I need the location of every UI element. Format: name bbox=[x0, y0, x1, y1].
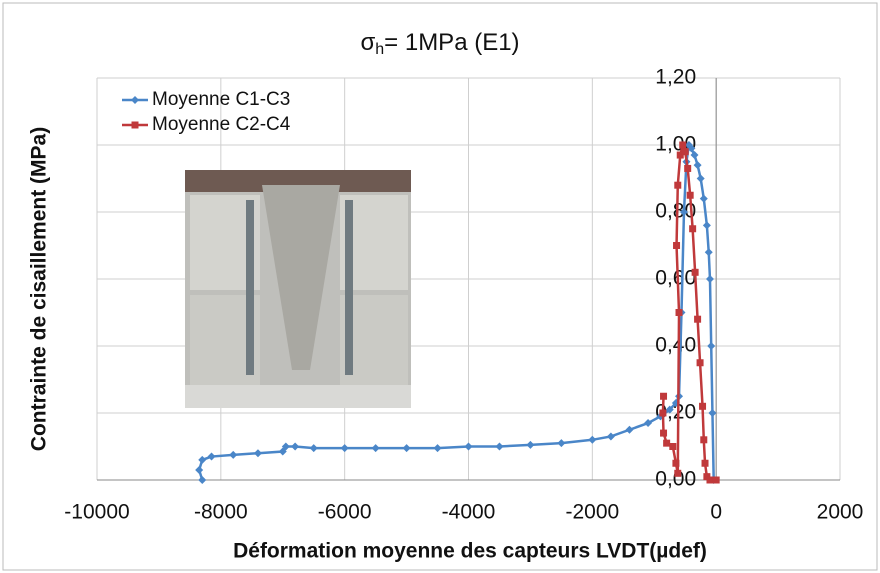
marker bbox=[557, 439, 566, 448]
marker bbox=[689, 225, 697, 233]
chart-title: σh= 1MPa (E1) bbox=[360, 29, 519, 58]
marker bbox=[696, 174, 705, 183]
marker bbox=[281, 442, 290, 451]
marker bbox=[690, 151, 699, 160]
y-tick-label: 0,00 bbox=[655, 468, 696, 491]
marker bbox=[291, 442, 300, 451]
marker bbox=[660, 392, 668, 400]
marker bbox=[660, 429, 668, 437]
y-axis-label: Contrainte de cisaillement (MPa) bbox=[28, 127, 51, 451]
y-tick-label: 0,40 bbox=[655, 334, 696, 357]
marker bbox=[674, 181, 682, 189]
marker bbox=[696, 359, 704, 367]
x-tick-label: -2000 bbox=[565, 501, 619, 524]
marker bbox=[495, 442, 504, 451]
marker bbox=[672, 459, 680, 467]
marker bbox=[669, 443, 677, 450]
y-tick-label: 0,80 bbox=[655, 200, 696, 223]
marker bbox=[309, 444, 318, 453]
marker bbox=[684, 164, 692, 172]
x-axis-label: Déformation moyenne des capteurs LVDT(µd… bbox=[233, 540, 707, 563]
marker bbox=[198, 476, 207, 484]
x-tick-label: -6000 bbox=[318, 501, 372, 524]
legend-label: Moyenne C1-C3 bbox=[152, 89, 290, 110]
marker bbox=[691, 268, 699, 276]
marker bbox=[195, 465, 204, 474]
marker bbox=[712, 476, 720, 484]
marker bbox=[675, 309, 683, 316]
marker bbox=[229, 450, 238, 459]
x-tick-label: 0 bbox=[710, 501, 722, 524]
marker bbox=[687, 144, 696, 153]
marker bbox=[659, 409, 667, 417]
marker bbox=[700, 436, 708, 444]
marker bbox=[464, 442, 473, 451]
title-subscript: h bbox=[375, 41, 384, 58]
marker bbox=[198, 455, 207, 464]
marker bbox=[681, 148, 689, 156]
marker bbox=[679, 208, 688, 216]
y-tick-label: 1,20 bbox=[655, 66, 696, 89]
inset-photo bbox=[185, 170, 411, 408]
title-rest: = 1MPa (E1) bbox=[384, 29, 519, 56]
marker bbox=[340, 444, 349, 453]
x-tick-label: -8000 bbox=[194, 501, 248, 524]
marker bbox=[701, 459, 709, 467]
marker bbox=[699, 194, 708, 203]
marker bbox=[402, 444, 411, 453]
y-tick-label: 0,60 bbox=[655, 267, 696, 290]
title-symbol: σ bbox=[360, 29, 375, 56]
marker bbox=[433, 444, 442, 453]
marker bbox=[673, 242, 681, 249]
marker bbox=[705, 275, 714, 283]
marker bbox=[707, 342, 716, 350]
marker bbox=[526, 440, 535, 449]
y-tick-label: 0,20 bbox=[655, 401, 696, 424]
marker bbox=[674, 469, 682, 477]
marker bbox=[606, 432, 615, 441]
marker bbox=[371, 444, 380, 453]
x-tick-label: 2000 bbox=[817, 501, 864, 524]
marker bbox=[694, 315, 702, 323]
x-tick-label: -10000 bbox=[64, 501, 129, 524]
marker bbox=[665, 405, 674, 414]
x-tick-label: -4000 bbox=[442, 501, 496, 524]
marker bbox=[663, 439, 671, 447]
marker bbox=[686, 191, 694, 199]
marker bbox=[699, 402, 707, 410]
marker bbox=[625, 425, 634, 434]
marker bbox=[588, 435, 597, 444]
marker bbox=[702, 221, 711, 230]
marker bbox=[278, 447, 287, 456]
marker bbox=[131, 121, 139, 129]
marker bbox=[679, 141, 687, 149]
marker bbox=[207, 452, 216, 461]
legend-label: Moyenne C2-C4 bbox=[152, 114, 291, 135]
marker bbox=[644, 419, 653, 428]
marker bbox=[131, 96, 139, 104]
marker bbox=[253, 449, 262, 458]
marker bbox=[693, 161, 702, 170]
marker bbox=[704, 248, 713, 257]
marker bbox=[708, 409, 717, 417]
marker bbox=[676, 151, 684, 159]
